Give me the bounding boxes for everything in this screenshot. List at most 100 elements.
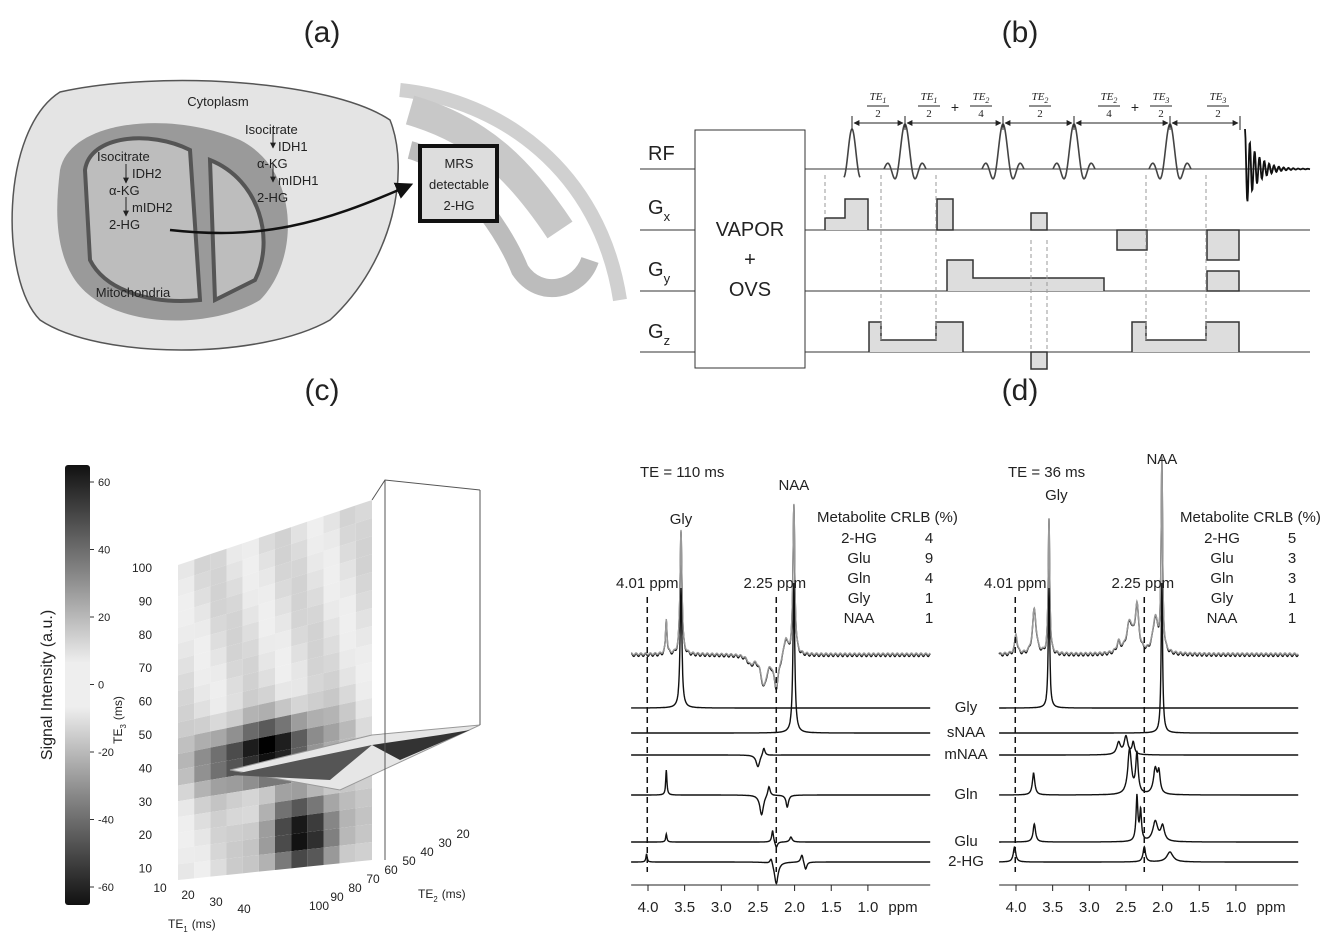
x-tick-label: 1.0 (1225, 899, 1246, 916)
surface-cell (340, 790, 356, 810)
surface-cell (291, 711, 307, 731)
table-cell: 4 (925, 570, 933, 587)
surface-cell (340, 808, 356, 828)
surface-cell (324, 810, 340, 830)
colorbar-tick-label: -40 (98, 815, 114, 827)
echo-time: TE = 36 ms (1008, 464, 1085, 481)
surface-cell (210, 793, 226, 812)
row-label-main: G (648, 321, 664, 343)
table-cell: 9 (925, 550, 933, 567)
surface-cell (324, 846, 340, 865)
te1-axis-label-unit: (ms) (192, 917, 216, 931)
x-tick-label: 1.0 (857, 899, 878, 916)
table-cell: Gln (847, 570, 870, 587)
x-unit: ppm (1256, 899, 1285, 916)
x-tick-label: 2.0 (784, 899, 805, 916)
surface-cell (227, 725, 243, 745)
colorbar-tick-label: 20 (98, 612, 110, 624)
te: TE (921, 91, 934, 103)
pathway-text: 2-HG (257, 190, 288, 205)
fraction-den: 4 (1106, 108, 1112, 120)
panel-label: (b) (1002, 16, 1039, 49)
surface-cell (243, 788, 259, 807)
fraction-num: TE2 (1032, 91, 1049, 105)
operator: + (951, 99, 959, 115)
surface-cell (291, 849, 307, 868)
te1-tick: 40 (237, 902, 251, 916)
row-label-sub: x (664, 209, 671, 224)
mrs-text: MRS (445, 156, 474, 171)
surface-cell (210, 842, 226, 860)
te3-tick: 30 (139, 795, 153, 809)
te2-tick: 100 (309, 899, 329, 913)
trace-label: 2-HG (948, 853, 984, 870)
trace-label: sNAA (947, 724, 985, 741)
panel-label: (c) (305, 374, 340, 407)
surface-cell (227, 857, 243, 875)
block-text: + (744, 249, 756, 271)
surface-cell (178, 783, 194, 802)
surface-cell (259, 853, 275, 872)
pathway-text: mIDH2 (132, 200, 172, 215)
surface-cell (275, 851, 291, 870)
fraction-den: 4 (978, 108, 984, 120)
fraction-den: 2 (926, 108, 932, 120)
te3-tick: 100 (132, 561, 152, 575)
surface-cell (356, 716, 372, 737)
surface-cell (227, 774, 243, 793)
trace-label: Gln (954, 786, 977, 803)
spectrum-trace (999, 583, 1298, 733)
spectrum-trace (631, 749, 930, 767)
surface-cell (324, 793, 340, 813)
te: TE (1101, 91, 1114, 103)
te2-tick: 30 (438, 836, 452, 850)
table-cell: 3 (1288, 550, 1296, 567)
rf-pulse (1053, 124, 1095, 179)
te3-axis-label: TE3(ms) (111, 696, 128, 744)
fraction-num: TE2 (973, 91, 990, 105)
te3-tick: 50 (139, 728, 153, 742)
surface-cell (307, 813, 323, 832)
x-tick-label: 1.5 (821, 899, 842, 916)
cube-edge (372, 480, 480, 860)
panel-label: (a) (304, 16, 341, 49)
table-header: Metabolite CRLB (%) (1180, 509, 1321, 526)
surface-cell (259, 718, 275, 738)
te3-tick: 10 (139, 862, 153, 876)
surface-cell (275, 715, 291, 735)
colorbar-tick-label: 40 (98, 545, 110, 557)
table-cell: 1 (925, 610, 933, 627)
te1-tick: 20 (181, 888, 195, 902)
fraction-num: TE3 (1153, 91, 1170, 105)
table-cell: Glu (1210, 550, 1233, 567)
x-tick-label: 2.0 (1152, 899, 1173, 916)
te2-tick: 20 (456, 827, 470, 841)
surface-cell (291, 815, 307, 834)
fraction-den: 2 (1037, 108, 1043, 120)
te3-tick: 40 (139, 761, 153, 775)
table-cell: NAA (1207, 610, 1238, 627)
te2-tick: 60 (384, 863, 398, 877)
row-label: Gz (648, 321, 670, 348)
x-tick-label: 4.0 (638, 899, 659, 916)
block-text: VAPOR (716, 219, 785, 241)
te2-tick: 70 (366, 872, 380, 886)
cytoplasm-label: Cytoplasm (187, 94, 248, 109)
figure: (a)(b)(c)(d)CytoplasmMitochondriaIsocitr… (0, 0, 1339, 933)
surface-cell (243, 805, 259, 824)
surface-cell (243, 855, 259, 873)
spectrum-trace (631, 583, 930, 733)
x-tick-label: 3.5 (1042, 899, 1063, 916)
te-sub: 1 (882, 96, 886, 105)
te-sub: 2 (1113, 96, 1117, 105)
surface-cell (259, 786, 275, 805)
fraction-den: 2 (875, 108, 881, 120)
te1-axis-label-sub: 1 (183, 925, 187, 933)
panel-label: (d) (1002, 374, 1039, 407)
surface-cell (194, 732, 210, 751)
spectrum-trace (999, 457, 1298, 655)
surface-cell (307, 848, 323, 867)
te: TE (1032, 91, 1045, 103)
surface-cell (291, 832, 307, 851)
surface-cell (194, 748, 210, 767)
